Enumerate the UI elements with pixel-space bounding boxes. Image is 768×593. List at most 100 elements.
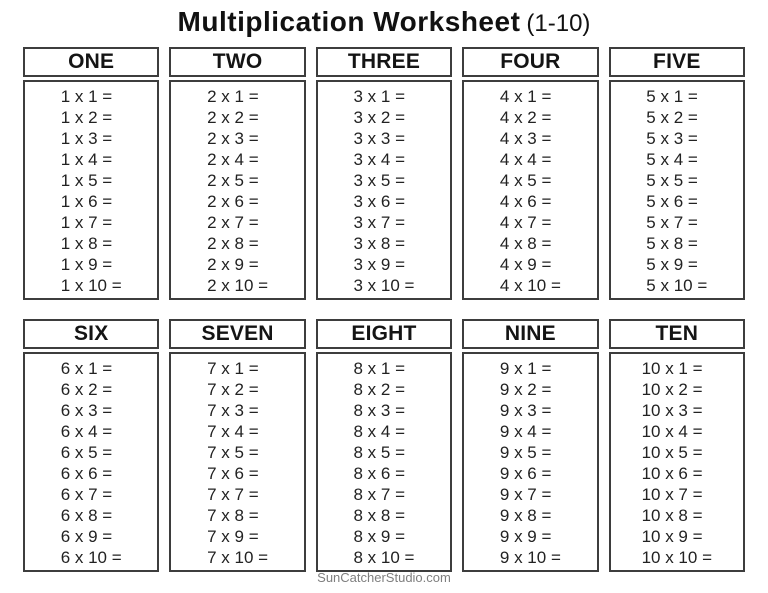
problem-line: 4 x 3 =	[499, 129, 552, 148]
times-table-title: ONE	[68, 50, 115, 73]
times-table-header: ONE	[23, 47, 160, 77]
problem-line: 7 x 1 =	[207, 359, 259, 378]
problem-list: 9 x 1 = 9 x 2 = 9 x 3 = 9 x 4 = 9 x 5 = 9 x 6…	[500, 358, 561, 570]
problem-line: 3 x 1 =	[353, 87, 406, 106]
problem-line: 4 x 2 =	[499, 108, 552, 127]
times-table-title: FOUR	[500, 50, 561, 73]
problem-line: 3 x 4 =	[353, 150, 406, 169]
problem-line: 7 x 9 =	[207, 527, 259, 546]
problem-line: 10 x 3 =	[641, 401, 703, 420]
problem-line: 7 x 6 =	[207, 464, 259, 483]
times-table-box: TWO 2 x 1 = 2 x 2 = 2 x 3 = 2 x 4 = 2 x 5 = 2…	[169, 47, 306, 300]
problem-line: 2 x 5 =	[207, 171, 259, 190]
times-table-box: EIGHT 8 x 1 = 8 x 2 = 8 x 3 = 8 x 4 = 8 x 5 …	[315, 319, 453, 572]
problem-line: 3 x 7 =	[353, 213, 406, 232]
times-table-box: ONE 1 x 1 = 1 x 2 = 1 x 3 = 1 x 4 = 1 x 5 = 1…	[23, 47, 160, 300]
times-table-body: 1 x 1 = 1 x 2 = 1 x 3 = 1 x 4 = 1 x 5 = 1 x 6…	[23, 80, 160, 300]
problem-line: 2 x 8 =	[207, 234, 259, 253]
problem-line: 10 x 4 =	[641, 422, 703, 441]
times-table-header: EIGHT	[315, 319, 453, 349]
times-table-box: FOUR 4 x 1 = 4 x 2 = 4 x 3 = 4 x 4 = 4 x 5 =…	[462, 47, 599, 300]
problem-line: 8 x 10 =	[353, 548, 415, 567]
problem-line: 1 x 2 =	[60, 108, 113, 127]
problem-line: 9 x 5 =	[499, 443, 552, 462]
problem-list: 10 x 1 = 10 x 2 = 10 x 3 = 10 x 4 = 10 x 5 =…	[642, 358, 712, 570]
times-table-title: SIX	[73, 322, 109, 345]
problem-line: 8 x 8 =	[353, 506, 406, 525]
times-table-box: THREE 3 x 1 = 3 x 2 = 3 x 3 = 3 x 4 = 3 x 5 …	[315, 47, 453, 300]
problem-line: 2 x 9 =	[207, 255, 259, 274]
problem-line: 3 x 10 =	[353, 276, 415, 295]
problem-line: 10 x 9 =	[641, 527, 703, 546]
problem-line: 10 x 5 =	[641, 443, 703, 462]
problem-line: 4 x 8 =	[499, 234, 552, 253]
times-table-body: 6 x 1 = 6 x 2 = 6 x 3 = 6 x 4 = 6 x 5 = 6 x 6…	[23, 352, 160, 572]
table-grid-row-2: SIX 6 x 1 = 6 x 2 = 6 x 3 = 6 x 4 = 6 x 5 = 6…	[23, 319, 745, 572]
page-title-range: (1-10)	[526, 10, 591, 37]
problem-list: 1 x 1 = 1 x 2 = 1 x 3 = 1 x 4 = 1 x 5 = 1 x 6…	[61, 86, 122, 298]
problem-line: 4 x 5 =	[499, 171, 552, 190]
times-table-body: 4 x 1 = 4 x 2 = 4 x 3 = 4 x 4 = 4 x 5 = 4 x 6…	[462, 80, 599, 300]
problem-line: 5 x 4 =	[646, 150, 698, 169]
times-table-header: NINE	[462, 319, 599, 349]
problem-line: 5 x 6 =	[646, 192, 698, 211]
times-table-header: FIVE	[608, 47, 745, 77]
problem-line: 10 x 8 =	[641, 506, 703, 525]
problem-line: 5 x 10 =	[646, 276, 708, 295]
problem-line: 5 x 5 =	[646, 171, 698, 190]
times-table-header: SEVEN	[169, 319, 306, 349]
problem-line: 6 x 10 =	[60, 548, 122, 567]
times-table-body: 8 x 1 = 8 x 2 = 8 x 3 = 8 x 4 = 8 x 5 = 8 x 6…	[315, 352, 453, 572]
problem-line: 7 x 5 =	[207, 443, 259, 462]
problem-line: 3 x 9 =	[353, 255, 406, 274]
problem-line: 8 x 3 =	[353, 401, 406, 420]
problem-line: 4 x 6 =	[499, 192, 552, 211]
problem-line: 9 x 4 =	[499, 422, 552, 441]
problem-line: 2 x 3 =	[207, 129, 259, 148]
times-table-header: TEN	[608, 319, 745, 349]
times-table-header: SIX	[23, 319, 160, 349]
table-grid-row-1: ONE 1 x 1 = 1 x 2 = 1 x 3 = 1 x 4 = 1 x 5 = 1…	[23, 47, 745, 300]
problem-line: 9 x 7 =	[499, 485, 552, 504]
problem-line: 6 x 2 =	[60, 380, 113, 399]
problem-line: 3 x 8 =	[353, 234, 406, 253]
problem-line: 4 x 9 =	[499, 255, 552, 274]
times-table-header: THREE	[315, 47, 453, 77]
times-table-box: SEVEN 7 x 1 = 7 x 2 = 7 x 3 = 7 x 4 = 7 x 5 …	[169, 319, 306, 572]
problem-line: 10 x 1 =	[641, 359, 703, 378]
problem-line: 6 x 1 =	[60, 359, 113, 378]
problem-line: 9 x 9 =	[499, 527, 552, 546]
problem-line: 8 x 4 =	[353, 422, 406, 441]
problem-line: 7 x 7 =	[207, 485, 259, 504]
problem-line: 6 x 7 =	[60, 485, 113, 504]
problem-line: 1 x 9 =	[60, 255, 113, 274]
problem-line: 2 x 10 =	[207, 276, 269, 295]
problem-line: 1 x 8 =	[60, 234, 113, 253]
problem-line: 9 x 8 =	[499, 506, 552, 525]
problem-line: 5 x 9 =	[646, 255, 698, 274]
problem-list: 7 x 1 = 7 x 2 = 7 x 3 = 7 x 4 = 7 x 5 = 7 x 6…	[207, 358, 268, 570]
problem-line: 9 x 3 =	[499, 401, 552, 420]
problem-list: 4 x 1 = 4 x 2 = 4 x 3 = 4 x 4 = 4 x 5 = 4 x 6…	[500, 86, 561, 298]
problem-line: 1 x 10 =	[60, 276, 122, 295]
problem-line: 5 x 2 =	[646, 108, 698, 127]
problem-line: 4 x 10 =	[499, 276, 561, 295]
problem-line: 2 x 1 =	[207, 87, 259, 106]
problem-line: 1 x 5 =	[60, 171, 113, 190]
times-table-body: 7 x 1 = 7 x 2 = 7 x 3 = 7 x 4 = 7 x 5 = 7 x 6…	[169, 352, 306, 572]
problem-list: 3 x 1 = 3 x 2 = 3 x 3 = 3 x 4 = 3 x 5 = 3 x 6…	[354, 86, 415, 298]
problem-line: 2 x 2 =	[207, 108, 259, 127]
problem-line: 1 x 4 =	[60, 150, 113, 169]
problem-line: 3 x 6 =	[353, 192, 406, 211]
problem-line: 5 x 8 =	[646, 234, 698, 253]
times-table-title: THREE	[347, 50, 421, 73]
problem-list: 5 x 1 = 5 x 2 = 5 x 3 = 5 x 4 = 5 x 5 = 5 x 6…	[646, 86, 707, 298]
times-table-title: NINE	[504, 322, 556, 345]
times-table-title: TWO	[212, 50, 263, 73]
problem-line: 2 x 6 =	[207, 192, 259, 211]
times-table-title: TEN	[655, 322, 699, 345]
problem-line: 10 x 10 =	[641, 548, 712, 567]
problem-line: 4 x 4 =	[499, 150, 552, 169]
problem-line: 6 x 6 =	[60, 464, 113, 483]
